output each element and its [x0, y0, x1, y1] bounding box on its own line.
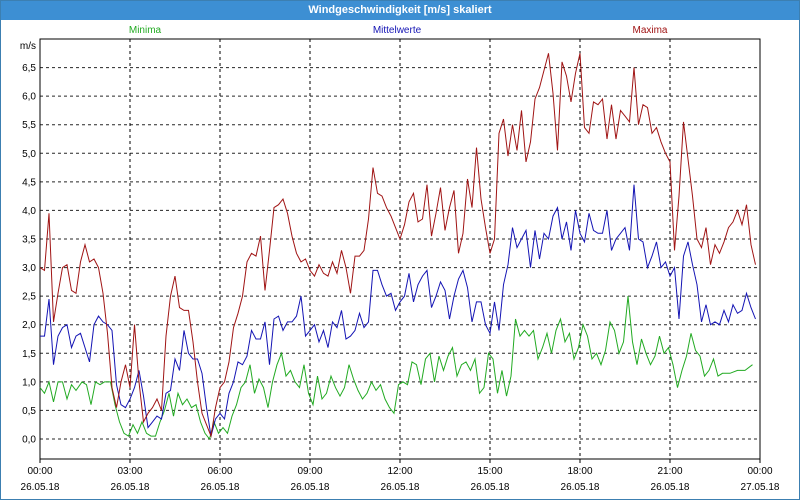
x-tick-time: 21:00: [657, 466, 682, 477]
y-tick-label: 2,5: [22, 292, 36, 303]
x-tick-date: 26.05.18: [201, 482, 240, 493]
y-tick-label: 4,5: [22, 177, 36, 188]
x-tick-time: 15:00: [477, 466, 502, 477]
x-tick-time: 00:00: [27, 466, 52, 477]
x-tick-time: 06:00: [207, 466, 232, 477]
x-tick-date: 26.05.18: [651, 482, 690, 493]
x-tick-time: 09:00: [297, 466, 322, 477]
y-tick-label: 5,5: [22, 120, 36, 131]
x-tick-date: 26.05.18: [291, 482, 330, 493]
x-tick-date: 26.05.18: [21, 482, 60, 493]
y-axis-ticks: 0,0 0,5 1,0 1,5 2,0 2,5 3,0 3,5 4,0 4,5 5,0 5,5 6,0 6…: [22, 63, 36, 445]
wind-speed-chart: 0,0 0,5 1,0 1,5 2,0 2,5 3,0 3,5 4,0 4,5 5,0 5,5 6,0 6…: [20, 25, 780, 493]
x-tick-date: 26.05.18: [111, 482, 150, 493]
x-tick-time: 00:00: [747, 466, 772, 477]
x-tick-date: 27.05.18: [741, 482, 780, 493]
x-tick-time: 18:00: [567, 466, 592, 477]
y-tick-label: 6,5: [22, 63, 36, 74]
series-lines: [39, 53, 756, 441]
window-title: Windgeschwindigkeit [m/s] skaliert: [1, 1, 799, 20]
x-tick-time: 03:00: [117, 466, 142, 477]
x-tick-time: 12:00: [387, 466, 412, 477]
y-tick-label: 1,5: [22, 349, 36, 360]
x-tick-date: 26.05.18: [561, 482, 600, 493]
legend-mittelwerte: Mittelwerte: [373, 25, 422, 36]
y-tick-label: 0,0: [22, 435, 36, 446]
y-tick-label: 6,0: [22, 92, 36, 103]
y-tick-label: 3,0: [22, 263, 36, 274]
y-tick-label: 5,0: [22, 149, 36, 160]
y-tick-label: 4,0: [22, 206, 36, 217]
y-tick-label: 0,5: [22, 406, 36, 417]
legend-minima: Minima: [129, 25, 162, 36]
y-tick-label: 3,5: [22, 235, 36, 246]
grid: [40, 39, 760, 459]
y-axis-label: m/s: [20, 41, 36, 52]
x-axis-ticks: 00:00 26.05.18 03:00 26.05.18 06:00 26.05.18 0…: [21, 459, 780, 493]
series-line-mittelwerte: [40, 184, 756, 437]
y-tick-label: 1,0: [22, 377, 36, 388]
x-tick-date: 26.05.18: [381, 482, 420, 493]
series-line-maxima: [39, 53, 756, 438]
y-tick-label: 2,0: [22, 320, 36, 331]
legend-maxima: Maxima: [632, 25, 667, 36]
legend: Minima Mittelwerte Maxima: [129, 25, 668, 36]
x-tick-date: 26.05.18: [471, 482, 510, 493]
series-line-minima: [39, 296, 753, 441]
